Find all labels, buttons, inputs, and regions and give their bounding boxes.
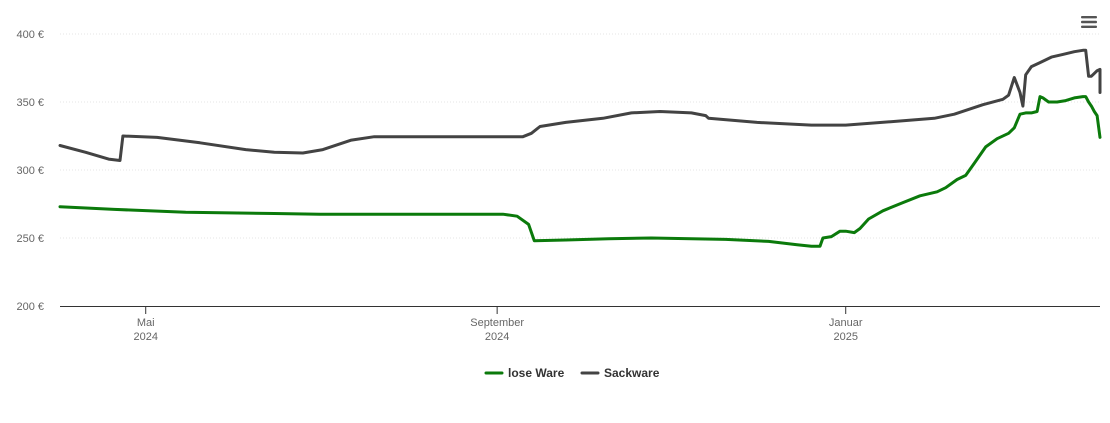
legend-item[interactable]: lose Ware xyxy=(484,366,565,380)
legend-label: Sackware xyxy=(604,366,660,380)
grid-lines xyxy=(60,33,1100,239)
legend-label: lose Ware xyxy=(508,366,565,380)
x-tick-year-label: 2024 xyxy=(133,331,157,343)
x-tick-label: Mai xyxy=(137,317,155,329)
series-line-sackware xyxy=(58,48,1102,162)
x-axis: Mai 2024 September 2024 Januar 2025 xyxy=(60,306,1100,343)
x-tick-label: September xyxy=(470,317,524,329)
legend-item[interactable]: Sackware xyxy=(580,366,660,380)
x-tick-year-label: 2024 xyxy=(485,331,509,343)
y-axis: 200 € 250 € 300 € 350 € 400 € xyxy=(16,29,44,313)
series-line-lose-ware xyxy=(58,95,1102,248)
y-tick-label: 350 € xyxy=(16,97,44,109)
hamburger-icon xyxy=(1081,16,1097,28)
y-tick-label: 200 € xyxy=(16,301,44,313)
y-tick-label: 250 € xyxy=(16,233,44,245)
y-tick-label: 300 € xyxy=(16,165,44,177)
y-tick-label: 400 € xyxy=(16,29,44,41)
x-tick-year-label: 2025 xyxy=(833,331,857,343)
legend[interactable]: lose Ware Sackware xyxy=(484,366,660,380)
chart-menu-button[interactable] xyxy=(1076,10,1102,34)
series-lines xyxy=(58,48,1102,248)
x-tick-label: Januar xyxy=(829,317,863,329)
